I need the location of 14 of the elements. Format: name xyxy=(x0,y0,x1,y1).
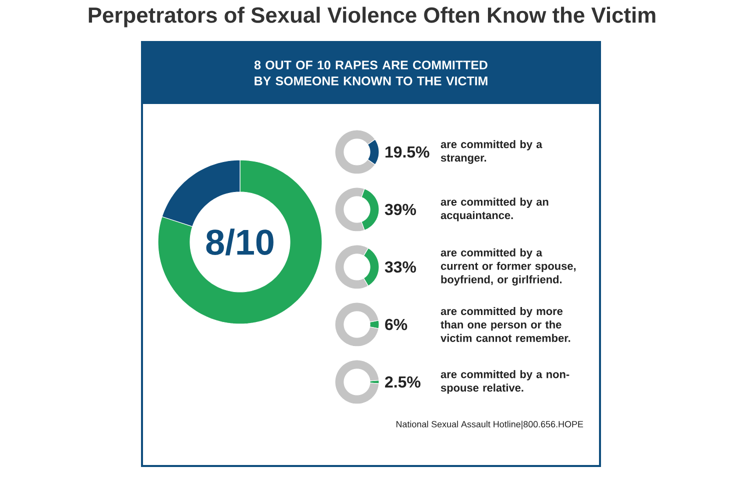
text: are committed by a stranger. xyxy=(440,140,542,164)
data-label: 19.5% xyxy=(386,146,430,158)
text: are committed by a current or former spouse, boyfriend, or girlfriend. xyxy=(440,248,576,286)
text: 8/10 xyxy=(206,228,274,256)
text: are committed by a non-spouse relative. xyxy=(440,370,570,394)
text: are committed by more than one person or the victim cannot remember. xyxy=(440,307,570,342)
data-label: 6% xyxy=(385,318,408,330)
text: National Sexual Assault Hotline|800.656.HOPE xyxy=(396,420,584,430)
text: 8 OUT OF 10 RAPES ARE COMMITTED BY SOMEONE KNOWN TO THE VICTIM xyxy=(254,60,488,86)
data-label: 39% xyxy=(384,204,416,216)
text: Perpetrators of Sexual Violence Often Know the Victim xyxy=(88,6,656,28)
data-label: 2.5% xyxy=(385,376,420,388)
text: are committed by an acquaintance. xyxy=(440,198,548,222)
data-label: 33% xyxy=(384,261,416,273)
